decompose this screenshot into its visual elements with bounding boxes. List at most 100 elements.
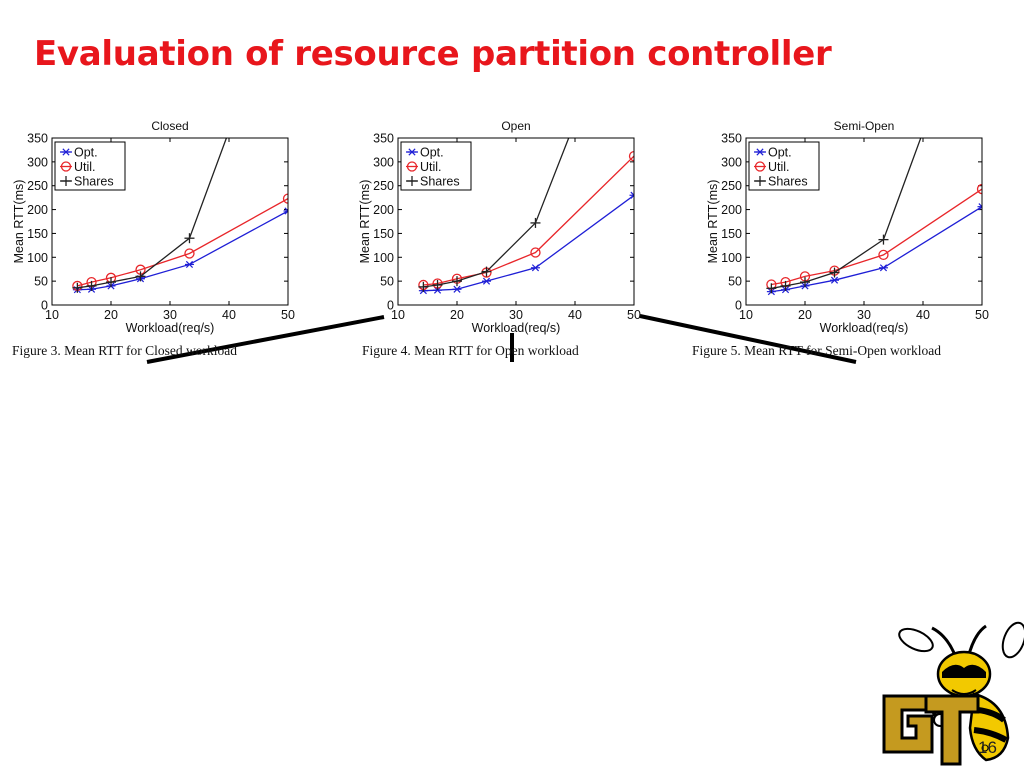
x-tick-label: 30: [857, 308, 871, 322]
figure-caption-closed: Figure 3. Mean RTT for Closed workload: [12, 343, 238, 358]
chart-title: Open: [501, 119, 530, 133]
y-tick-label: 300: [373, 155, 394, 169]
point-opt: [629, 191, 634, 199]
point-shares: [418, 281, 429, 292]
legend-marker-shares: [61, 176, 71, 186]
y-tick-label: 100: [27, 251, 48, 265]
y-tick-label: 200: [721, 203, 742, 217]
slide-title: Evaluation of resource partition control…: [34, 34, 832, 74]
point-shares: [530, 217, 541, 228]
plot-frame: [51, 137, 289, 306]
y-tick-label: 100: [721, 251, 742, 265]
x-axis-label: Workload(req/s): [820, 321, 909, 335]
point-shares: [106, 277, 116, 288]
point-util: [282, 193, 288, 204]
point-shares: [780, 280, 791, 291]
plot-frame: [397, 137, 635, 306]
point-shares: [184, 233, 195, 244]
legend-label-shares: Shares: [74, 175, 114, 189]
x-tick-label: 40: [916, 308, 930, 322]
figure-caption-open: Figure 4. Mean RTT for Open workload: [362, 343, 579, 358]
chart-semi-open: Semi-Open 0 50 100 150 200 250 300 350 10 20 30 40 50…: [706, 119, 989, 335]
y-tick-label: 0: [735, 299, 742, 313]
legend-label-shares: Shares: [768, 175, 808, 189]
y-tick-label: 150: [373, 227, 394, 241]
point-opt: [830, 276, 839, 284]
point-shares: [72, 282, 83, 293]
y-tick-label: 350: [27, 132, 48, 146]
point-shares: [829, 267, 840, 278]
point-shares: [481, 266, 492, 277]
legend-label-shares: Shares: [420, 175, 460, 189]
point-shares: [766, 283, 777, 294]
x-tick-label: 20: [104, 308, 118, 322]
x-tick-label: 10: [45, 308, 59, 322]
legend-label-opt: Opt.: [768, 146, 792, 160]
gt-yellow-jacket-logo: [882, 621, 1024, 766]
x-tick-label: 30: [163, 308, 177, 322]
y-tick-label: 0: [387, 299, 394, 313]
y-tick-label: 250: [373, 179, 394, 193]
chart-title: Semi-Open: [834, 119, 895, 133]
point-util: [530, 247, 541, 258]
point-opt: [184, 260, 194, 269]
series-group: [72, 138, 288, 294]
legend-marker-shares: [755, 176, 765, 186]
point-util: [878, 249, 889, 261]
legend-label-util: Util.: [74, 160, 96, 174]
y-axis-label: Mean RTT(ms): [358, 180, 372, 264]
x-axis-label: Workload(req/s): [472, 321, 561, 335]
point-opt: [482, 277, 491, 285]
legend-marker-opt: [407, 148, 417, 156]
x-tick-label: 30: [509, 308, 523, 322]
y-tick-label: 50: [728, 275, 742, 289]
legend-label-util: Util.: [768, 160, 790, 174]
point-opt: [977, 203, 982, 211]
legend-label-opt: Opt.: [74, 146, 98, 160]
x-tick-label: 50: [281, 308, 295, 322]
legend-marker-util: [754, 161, 766, 172]
y-tick-label: 100: [373, 251, 394, 265]
point-shares: [86, 280, 97, 291]
y-tick-label: 50: [380, 275, 394, 289]
series-line-util: [771, 188, 982, 286]
x-tick-label: 40: [568, 308, 582, 322]
y-axis-label: Mean RTT(ms): [12, 180, 26, 264]
legend-marker-util: [406, 161, 418, 172]
y-tick-label: 150: [721, 227, 742, 241]
point-shares: [452, 276, 462, 287]
point-shares: [800, 277, 810, 288]
legend-marker-opt: [61, 148, 71, 156]
connector-line: [146, 315, 385, 364]
chart-title: Closed: [151, 119, 188, 133]
series-line-util: [77, 198, 288, 287]
legend: Opt.Util.Shares: [748, 141, 820, 191]
point-util: [184, 248, 195, 259]
legend-marker-util: [60, 161, 72, 172]
y-tick-label: 350: [721, 132, 742, 146]
series-line-opt: [771, 206, 982, 293]
legend-label-opt: Opt.: [420, 146, 444, 160]
point-opt: [283, 207, 288, 215]
x-tick-label: 50: [627, 308, 641, 322]
x-tick-label: 10: [739, 308, 753, 322]
legend: Opt.Util.Shares: [400, 141, 472, 191]
x-tick-label: 10: [391, 308, 405, 322]
series-line-opt: [423, 194, 634, 292]
point-shares: [878, 234, 889, 245]
point-shares: [135, 271, 146, 282]
legend-marker-shares: [407, 176, 417, 186]
point-util: [976, 183, 982, 195]
plot-frame: [745, 137, 983, 306]
figure-caption-semi-open: Figure 5. Mean RTT for Semi-Open workloa…: [692, 343, 942, 358]
y-axis-label: Mean RTT(ms): [706, 180, 720, 264]
y-tick-label: 300: [721, 155, 742, 169]
legend-label-util: Util.: [420, 160, 442, 174]
legend: Opt.Util.Shares: [54, 141, 126, 191]
y-tick-label: 300: [27, 155, 48, 169]
y-tick-label: 250: [721, 179, 742, 193]
series-line-util: [423, 155, 634, 286]
point-opt: [452, 285, 462, 293]
point-util: [628, 150, 634, 162]
